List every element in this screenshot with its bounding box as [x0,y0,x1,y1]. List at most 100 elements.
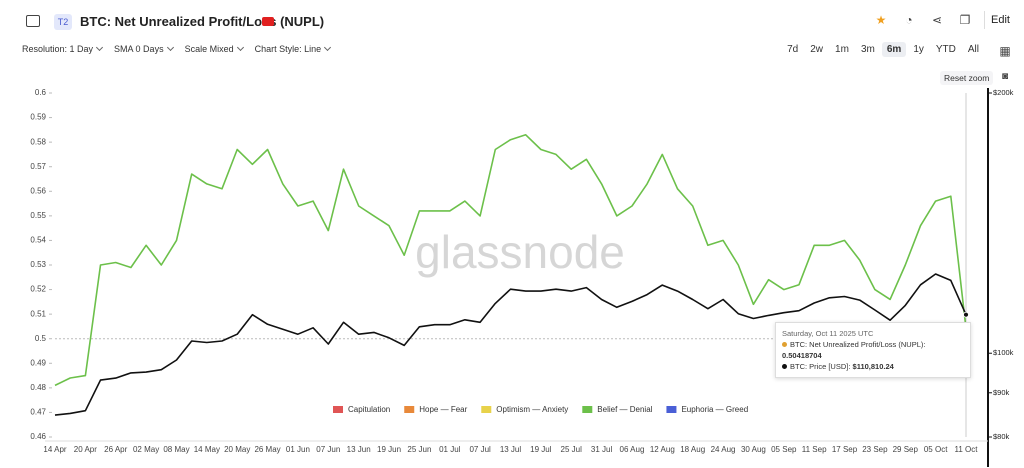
y-tick-label: 0.56 [30,186,46,195]
range-button[interactable]: 2w [810,44,824,55]
edit-button[interactable]: Edit [984,11,1016,29]
range-button[interactable]: YTD [935,44,956,55]
video-icon[interactable] [262,17,274,26]
y-tick-label: 0.53 [30,260,46,269]
x-tick-label: 31 Jul [591,445,613,454]
x-tick-label: 07 Jun [316,445,340,454]
legend-label: Hope — Fear [419,405,467,414]
legend-label: Optimism — Anxiety [496,405,568,414]
y2-tick-label: $80k [993,432,1010,441]
x-tick-label: 06 Aug [620,445,645,454]
tooltip-dot [782,364,787,369]
range-button[interactable]: All [967,44,979,55]
y-tick-label: 0.58 [30,137,46,146]
copy-button[interactable]: ❐ [959,13,971,27]
y-tick-label: 0.59 [30,113,46,122]
share-button[interactable]: ⋖ [932,13,943,27]
scale-select[interactable]: Scale Mixed [185,44,243,54]
y2-tick-label: $90k [993,388,1010,397]
resolution-select[interactable]: Resolution: 1 Day [22,44,102,54]
series-line [54,273,967,416]
x-tick-label: 18 Aug [680,445,705,454]
range-button[interactable]: 6m [881,42,907,57]
style-select[interactable]: Chart Style: Line [255,44,331,54]
series-line [54,134,967,387]
calendar-button[interactable]: ▦ [999,44,1011,58]
x-tick-label: 14 Apr [43,445,66,454]
tooltip-row: BTC: Net Unrealized Profit/Loss (NUPL): … [782,339,964,361]
y-tick-label: 0.49 [30,358,46,367]
tooltip-value: $110,810.24 [852,362,894,371]
x-tick-label: 29 Sep [893,445,919,454]
range-button[interactable]: 7d [787,44,799,55]
x-tick-label: 24 Aug [711,445,736,454]
legend-label: Euphoria — Greed [681,405,748,414]
x-tick-label: 20 Apr [74,445,97,454]
x-tick-label: 11 Oct [955,445,979,454]
toolbar: Resolution: 1 Day SMA 0 Days Scale Mixed… [22,44,330,54]
x-tick-label: 08 May [163,445,189,454]
x-tick-label: 19 Jul [530,445,552,454]
tooltip-row: BTC: Price [USD]: $110,810.24 [782,361,964,372]
tooltip-value: 0.50418704 [782,351,822,360]
watermark: glassnode [415,226,625,278]
legend: Capitulation Hope — Fear Optimism — Anxiet… [333,405,748,414]
y-tick-label: 0.51 [30,309,46,318]
y2-tick-label: $200k [993,88,1014,97]
x-tick-label: 26 Apr [104,445,127,454]
y-tick-label: 0.55 [30,211,46,220]
header: T2 BTC: Net Unrealized Profit/Loss (NUPL… [0,0,1024,40]
sma-select[interactable]: SMA 0 Days [114,44,173,54]
y-tick-label: 0.47 [30,408,46,417]
alert-button[interactable]: ◔ [905,13,913,27]
x-tick-label: 13 Jul [500,445,522,454]
y-tick-label: 0.52 [30,285,46,294]
x-tick-label: 07 Jul [469,445,491,454]
y-tick-label: 0.46 [30,432,46,441]
x-tick-label: 02 May [133,445,159,454]
y-tick-label: 0.48 [30,383,46,392]
sidebar-toggle[interactable] [26,15,40,27]
x-tick-label: 23 Sep [862,445,888,454]
legend-swatch [333,406,343,413]
range-button[interactable]: 1y [913,44,924,55]
range-button[interactable]: 3m [860,44,875,55]
header-actions: ★ ◔ ⋖ ❐ Edit [872,11,1016,29]
x-tick-label: 20 May [224,445,250,454]
legend-swatch [582,406,593,413]
hover-point [963,311,969,318]
range-selector: 7d 2w 1m 3m 6m 1y YTD All [782,42,984,57]
tooltip: Saturday, Oct 11 2025 UTC BTC: Net Unrea… [775,322,971,378]
y-tick-label: 0.54 [30,236,46,245]
legend-label: Capitulation [348,405,390,414]
tooltip-title: Saturday, Oct 11 2025 UTC [782,329,874,338]
x-tick-label: 25 Jun [407,445,431,454]
range-button[interactable]: 1m [835,44,849,55]
x-tick-label: 01 Jul [439,445,461,454]
favorite-button[interactable]: ★ [875,13,887,27]
x-tick-label: 30 Aug [741,445,766,454]
x-tick-label: 14 May [194,445,220,454]
x-tick-label: 05 Oct [924,445,948,454]
y-tick-label: 0.57 [30,162,46,171]
x-tick-label: 17 Sep [832,445,858,454]
y-tick-label: 0.6 [35,88,47,97]
tooltip-label: BTC: Price [USD]: [790,362,851,371]
tooltip-dot [782,342,787,347]
x-tick-label: 05 Sep [771,445,797,454]
x-tick-label: 25 Jul [561,445,583,454]
x-tick-label: 13 Jun [347,445,371,454]
legend-swatch [666,406,677,413]
tier-badge: T2 [54,14,72,30]
legend-label: Belief — Denial [597,405,652,414]
x-tick-label: 11 Sep [802,445,827,454]
x-tick-label: 19 Jun [377,445,401,454]
reset-zoom-button[interactable]: Reset zoom [940,71,994,85]
tooltip-label: BTC: Net Unrealized Profit/Loss (NUPL): [790,340,926,349]
x-tick-label: 01 Jun [286,445,310,454]
screenshot-button[interactable]: ◙ [1001,71,1009,82]
x-tick-label: 12 Aug [650,445,675,454]
y-tick-label: 0.5 [35,334,47,343]
